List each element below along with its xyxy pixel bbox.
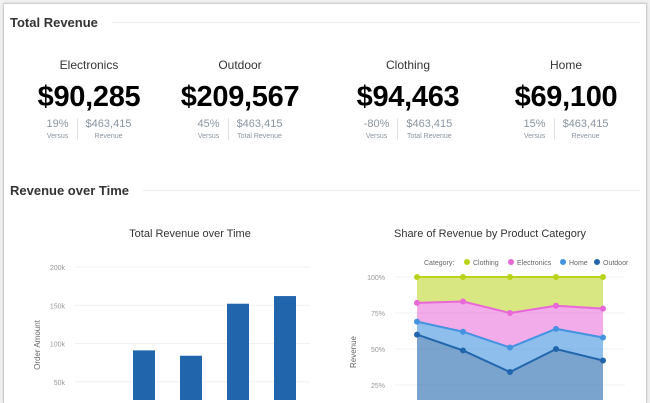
bar [133,350,155,400]
y-axis-label: Revenue [349,335,358,368]
kpi-versus: 45% [197,118,220,130]
legend-marker-clothing [464,259,470,265]
legend-title: Category: [424,260,454,267]
divider [111,22,640,23]
point-outdoor[interactable] [460,347,466,354]
y-tick-label: 50k [54,380,66,387]
legend-item-home[interactable]: Home [569,260,588,267]
bar-chart-title: Total Revenue over Time [129,228,251,240]
point-electronics[interactable] [414,299,420,306]
point-home[interactable] [507,344,513,351]
legend-item-outdoor[interactable]: Outdoor [603,260,629,267]
section-revenue-over-time: Revenue over Time [10,183,640,198]
legend-marker-electronics [508,259,514,265]
kpi-versus-label: Versus [197,133,220,140]
point-electronics[interactable] [600,305,606,312]
kpi-value: $209,567 [180,81,300,113]
kpi-versus-label: Versus [365,133,388,140]
area-electronics [417,301,603,348]
point-clothing[interactable] [460,274,466,280]
point-electronics[interactable] [507,310,513,316]
kpi-label: Outdoor [218,58,262,72]
divider [142,190,640,191]
kpi-revenue-label: Total Revenue [406,133,452,140]
kpi-revenue-label: Revenue [94,133,123,140]
kpi-versus-label: Versus [523,133,546,140]
kpi-revenue: $463,415 [562,118,609,130]
kpi-versus: 15% [523,118,546,130]
y-tick-label: 150k [50,303,66,310]
section-title: Total Revenue [10,15,98,30]
point-outdoor[interactable] [553,346,559,352]
legend-item-clothing[interactable]: Clothing [473,260,499,267]
kpi-value: $94,463 [356,81,460,113]
kpi-label: Electronics [59,58,119,72]
point-outdoor[interactable] [600,357,606,364]
point-clothing[interactable] [414,274,420,280]
point-outdoor[interactable] [414,331,420,338]
point-outdoor[interactable] [507,369,513,376]
bar [274,296,296,400]
legend-item-electronics[interactable]: Electronics [517,260,552,267]
y-tick-label: 25% [371,383,385,390]
point-clothing[interactable] [553,274,559,280]
bar [180,355,202,400]
kpi-versus-label: Versus [46,133,69,140]
kpi-home: Home $69,100 15% Versus $463,415 Revenue [486,58,646,140]
point-home[interactable] [600,334,606,341]
kpi-value: $69,100 [514,81,618,113]
kpi-versus: 19% [46,118,69,130]
legend-marker-home [560,259,566,265]
point-electronics[interactable] [553,302,559,309]
y-tick-label: 50% [371,347,385,354]
kpi-revenue: $463,415 [406,118,453,130]
y-axis-label: Order Amount [33,319,42,370]
kpi-outdoor: Outdoor $209,567 45% Versus $463,415 Total… [160,58,320,140]
y-tick-label: 75% [371,311,385,318]
section-total-revenue: Total Revenue [10,15,640,30]
point-clothing[interactable] [600,274,606,280]
y-tick-label: 100k [50,342,66,349]
point-home[interactable] [460,328,466,335]
kpi-versus: -80% [363,118,390,130]
kpi-clothing: Clothing $94,463 -80% Versus $463,415 Tota… [328,58,488,140]
legend-marker-outdoor [594,259,600,265]
point-clothing[interactable] [507,274,513,280]
kpi-label: Clothing [385,58,431,72]
kpi-label: Home [549,58,582,72]
kpi-revenue-label: Revenue [571,133,600,140]
kpi-revenue-label: Total Revenue [237,133,282,140]
y-tick-label: 200k [50,265,66,272]
point-home[interactable] [414,318,420,325]
kpi-revenue: $463,415 [236,118,283,130]
point-electronics[interactable] [460,298,466,305]
kpi-electronics: Electronics $90,285 19% Versus $463,415 Re… [9,58,169,140]
kpi-value: $90,285 [37,81,141,113]
area-chart-title: Share of Revenue by Product Category [393,228,586,240]
y-tick-label: 100% [367,275,385,282]
kpi-revenue: $463,415 [85,118,132,130]
point-home[interactable] [553,325,559,332]
section-title: Revenue over Time [10,183,129,198]
bar [227,303,249,400]
